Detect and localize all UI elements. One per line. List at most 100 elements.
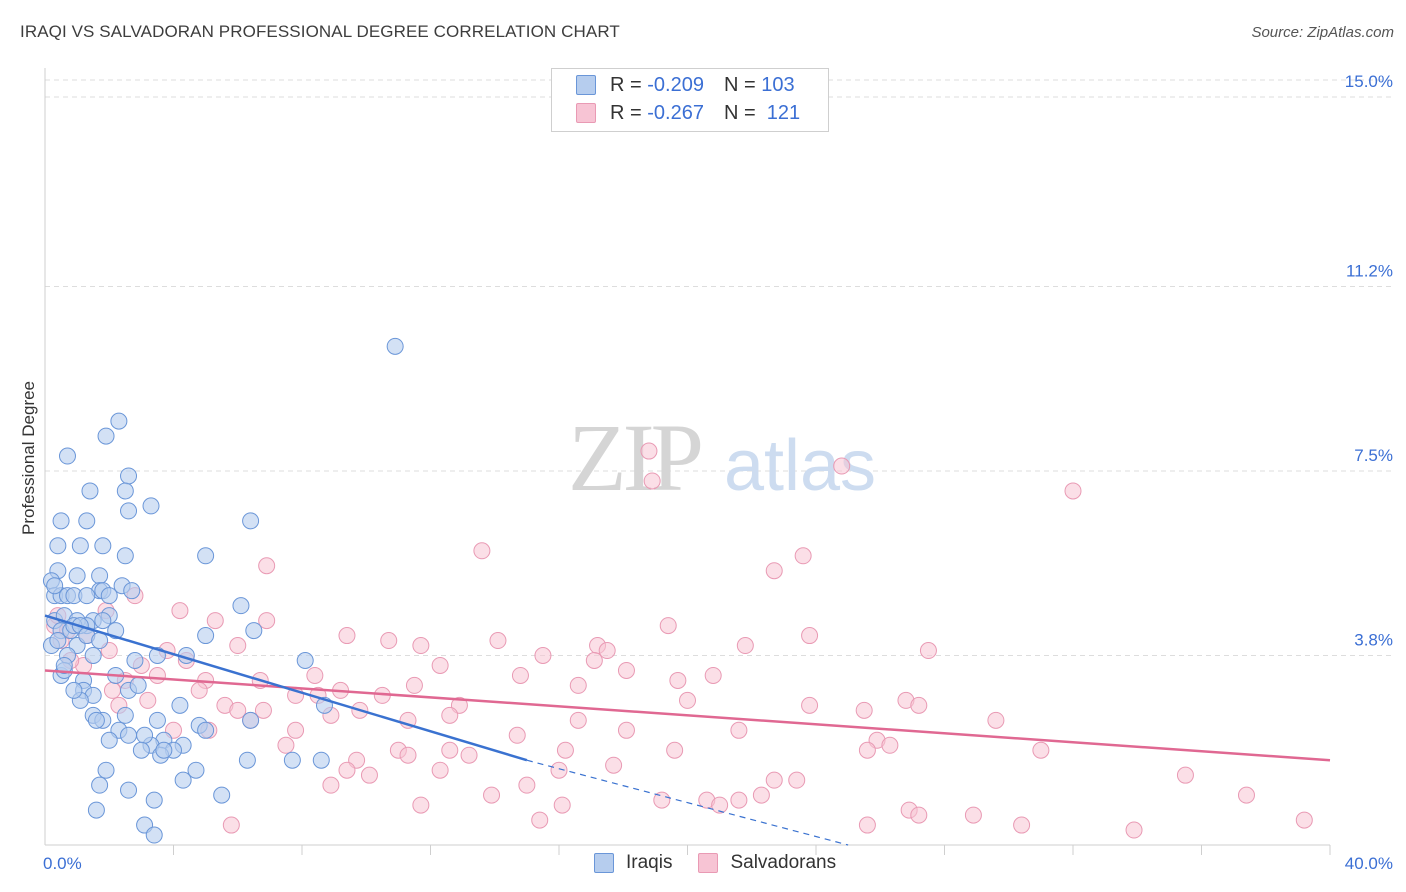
iraqi-point [91, 567, 109, 585]
salvadoran-point [669, 671, 687, 689]
iraqi-point [120, 467, 138, 485]
iraqi-point [136, 726, 154, 744]
salvadoran-point [229, 637, 247, 655]
iraqi-point [197, 627, 215, 645]
r-value: -0.267 [647, 101, 704, 124]
iraqi-point [142, 497, 160, 515]
iraqi-point [116, 482, 134, 500]
y-tick-label: 3.8% [1354, 631, 1393, 650]
grid-layer [45, 79, 1395, 657]
iraqi-point [46, 577, 64, 595]
n-label: N = [723, 101, 756, 124]
salvadoran-point [322, 776, 340, 794]
salvadoran-point [1032, 741, 1050, 759]
iraqis-swatch [594, 853, 614, 873]
legend-item-iraqis[interactable]: Iraqis [594, 852, 672, 874]
watermark: ZIP atlas [568, 404, 876, 511]
salvadoran-point [1013, 816, 1031, 834]
iraqi-point [78, 512, 96, 530]
salvadoran-point [711, 796, 729, 814]
salvadoran-point [704, 666, 722, 684]
y-tick-label: 7.5% [1354, 446, 1393, 465]
salvadoran-point [585, 651, 603, 669]
salvadoran-point [858, 816, 876, 834]
salvadoran-point [1064, 482, 1082, 500]
salvadoran-point [666, 741, 684, 759]
salvadoran-point [473, 542, 491, 560]
iraqi-point [145, 826, 163, 844]
iraqi-point [197, 721, 215, 739]
salvadoran-point [483, 786, 501, 804]
salvadoran-point [617, 661, 635, 679]
n-value: 121 [766, 101, 801, 124]
salvadoran-point [643, 472, 661, 490]
salvadoran-point [460, 746, 478, 764]
salvadoran-point [338, 627, 356, 645]
salvadoran-point [229, 701, 247, 719]
iraqi-point [84, 647, 102, 665]
watermark-atlas: atlas [724, 426, 876, 506]
salvadoran-point [412, 796, 430, 814]
iraqis-points [42, 337, 404, 844]
salvadoran-point [765, 771, 783, 789]
salvadoran-point [431, 656, 449, 674]
salvadoran-point [508, 726, 526, 744]
salvadoran-point [531, 811, 549, 829]
iraqi-point [100, 731, 118, 749]
salvadoran-point [360, 766, 378, 784]
salvadoran-point [881, 736, 899, 754]
salvadoran-point [489, 632, 507, 650]
salvadoran-point [801, 696, 819, 714]
legend-label-salvadorans: Salvadorans [730, 852, 837, 873]
legend-item-salvadorans[interactable]: Salvadorans [698, 852, 836, 874]
iraqi-point [87, 801, 105, 819]
iraqi-point [171, 696, 189, 714]
iraqi-point [245, 622, 263, 640]
salvadorans-swatch [576, 103, 596, 123]
salvadoran-point [148, 666, 166, 684]
salvadoran-point [833, 457, 851, 475]
iraqis-trend-extension [526, 759, 849, 846]
salvadoran-point [801, 627, 819, 645]
iraqi-point [55, 656, 73, 674]
salvadoran-point [258, 557, 276, 575]
correlation-legend: R = -0.209 N = 103 R = -0.267 N = 121 [551, 68, 829, 132]
iraqi-point [100, 587, 118, 605]
salvadoran-point [569, 676, 587, 694]
y-axis-title: Professional Degree [19, 381, 38, 535]
r-label: R = [610, 73, 642, 96]
salvadoran-point [765, 562, 783, 580]
salvadoran-point [511, 666, 529, 684]
salvadoran-point [640, 442, 658, 460]
iraqi-point [213, 786, 231, 804]
iraqi-point [197, 547, 215, 565]
salvadoran-point [441, 741, 459, 759]
salvadoran-point [550, 761, 568, 779]
salvadoran-point [206, 612, 224, 630]
iraqi-point [296, 651, 314, 669]
salvadoran-point [1295, 811, 1313, 829]
iraqi-point [174, 771, 192, 789]
salvadoran-point [553, 796, 571, 814]
iraqi-point [49, 537, 67, 555]
salvadoran-point [412, 637, 430, 655]
iraqi-point [386, 337, 404, 355]
iraqi-point [71, 537, 89, 555]
salvadoran-point [190, 681, 208, 699]
iraqi-point [78, 587, 96, 605]
salvadoran-point [910, 696, 928, 714]
salvadoran-point [855, 701, 873, 719]
iraqis-trend-line [44, 614, 528, 762]
salvadoran-point [405, 676, 423, 694]
iraqi-point [110, 412, 128, 430]
salvadoran-point [730, 721, 748, 739]
salvadoran-point [653, 791, 671, 809]
salvadoran-point [910, 806, 928, 824]
iraqi-point [148, 711, 166, 729]
iraqi-point [123, 582, 141, 600]
trend-layer [44, 614, 1331, 846]
iraqi-point [145, 791, 163, 809]
iraqi-point [94, 537, 112, 555]
iraqi-point [312, 751, 330, 769]
